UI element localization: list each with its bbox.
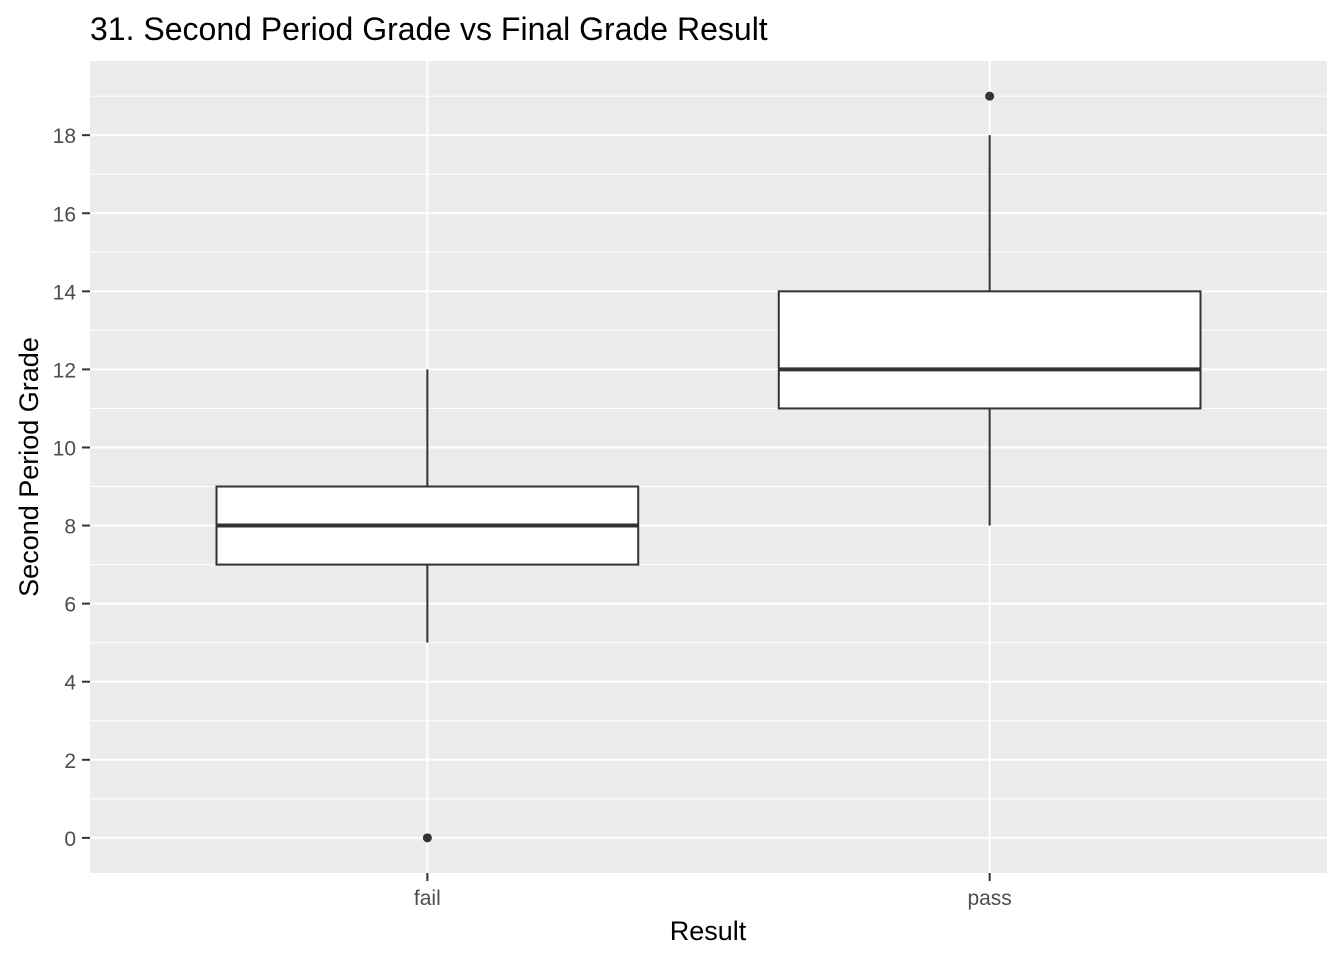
x-tick-label: fail bbox=[414, 887, 441, 910]
y-tick-label: 10 bbox=[53, 437, 76, 460]
y-tick-label: 18 bbox=[53, 125, 76, 148]
y-tick-label: 8 bbox=[64, 516, 76, 539]
y-axis-title: Second Period Grade bbox=[14, 337, 44, 597]
outlier-point bbox=[985, 91, 995, 101]
y-tick-label: 4 bbox=[64, 672, 76, 695]
y-tick-label: 0 bbox=[64, 828, 76, 851]
y-axis: 0 2 4 6 8 10 12 14 16 18 bbox=[53, 125, 90, 851]
outlier-point bbox=[422, 833, 432, 843]
box-iqr bbox=[777, 290, 1202, 410]
box-fail bbox=[215, 369, 640, 843]
boxes-layer bbox=[215, 91, 1202, 843]
y-tick-label: 12 bbox=[53, 359, 76, 382]
x-axis-title: Result bbox=[670, 916, 747, 946]
chart-title: 31. Second Period Grade vs Final Grade R… bbox=[90, 11, 768, 47]
y-tick-label: 14 bbox=[53, 281, 77, 304]
box-pass bbox=[777, 91, 1202, 526]
gridlines bbox=[90, 61, 1327, 873]
x-tick-label: pass bbox=[967, 887, 1011, 910]
x-axis: fail pass bbox=[414, 873, 1012, 910]
y-tick-label: 16 bbox=[53, 203, 76, 226]
y-tick-label: 2 bbox=[64, 750, 76, 773]
plot-panel bbox=[90, 61, 1327, 873]
y-tick-label: 6 bbox=[64, 594, 76, 617]
